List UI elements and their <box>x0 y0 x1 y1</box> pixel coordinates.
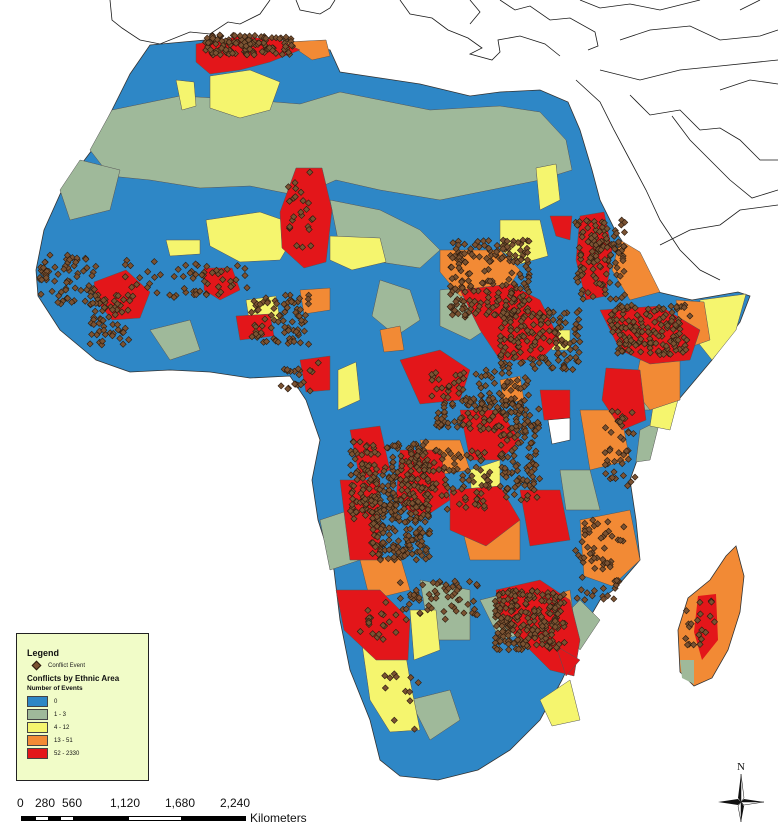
legend-swatch <box>27 722 48 733</box>
scale-tick: 0 <box>17 796 24 810</box>
conflict-event-marker-icon <box>31 660 42 671</box>
scale-ticks: 0 280 560 1,120 1,680 2,240 <box>14 796 294 810</box>
legend-point-entry: Conflict Event <box>31 660 148 671</box>
legend-class-row: 13 - 51 <box>27 734 148 747</box>
legend-subtitle: Number of Events <box>27 685 83 692</box>
scale-bar: 0 280 560 1,120 1,680 2,240 Kilometers <box>14 796 307 825</box>
legend-class-label: 13 - 51 <box>54 737 73 744</box>
north-arrow: N <box>716 758 766 823</box>
surrounding-landmass-outlines <box>109 0 778 281</box>
lake-victoria <box>547 417 571 445</box>
legend-class-row: 52 - 2330 <box>27 747 148 760</box>
legend-title: Legend <box>27 648 60 658</box>
scale-tick: 2,240 <box>220 796 251 810</box>
scale-bar-graphic <box>21 816 246 821</box>
scale-tick: 1,120 <box>110 796 141 810</box>
legend-swatch <box>27 696 48 707</box>
scale-tick: 280 <box>35 796 56 810</box>
legend-class-label: 0 <box>54 698 58 705</box>
map-legend: Legend Conflict Event Conflicts by Ethni… <box>16 633 149 781</box>
legend-class-label: 52 - 2330 <box>54 750 80 757</box>
class-1-3-regions <box>59 91 661 741</box>
legend-swatch <box>27 735 48 746</box>
legend-swatch <box>27 748 48 759</box>
legend-point-label: Conflict Event <box>48 662 86 669</box>
legend-class-row: 4 - 12 <box>27 721 148 734</box>
legend-class-row: 0 <box>27 695 148 708</box>
scale-tick: 560 <box>62 796 83 810</box>
scale-unit: Kilometers <box>250 811 307 825</box>
scale-tick: 1,680 <box>165 796 196 810</box>
legend-class-label: 1 - 3 <box>54 711 67 718</box>
legend-swatch <box>27 709 48 720</box>
north-label: N <box>737 761 745 773</box>
compass-rose-icon: N <box>718 761 765 823</box>
conflict-event-points <box>36 31 719 733</box>
legend-class-row: 1 - 3 <box>27 708 148 721</box>
legend-class-label: 4 - 12 <box>54 724 70 731</box>
legend-layer-title: Conflicts by Ethnic Area <box>27 674 120 683</box>
